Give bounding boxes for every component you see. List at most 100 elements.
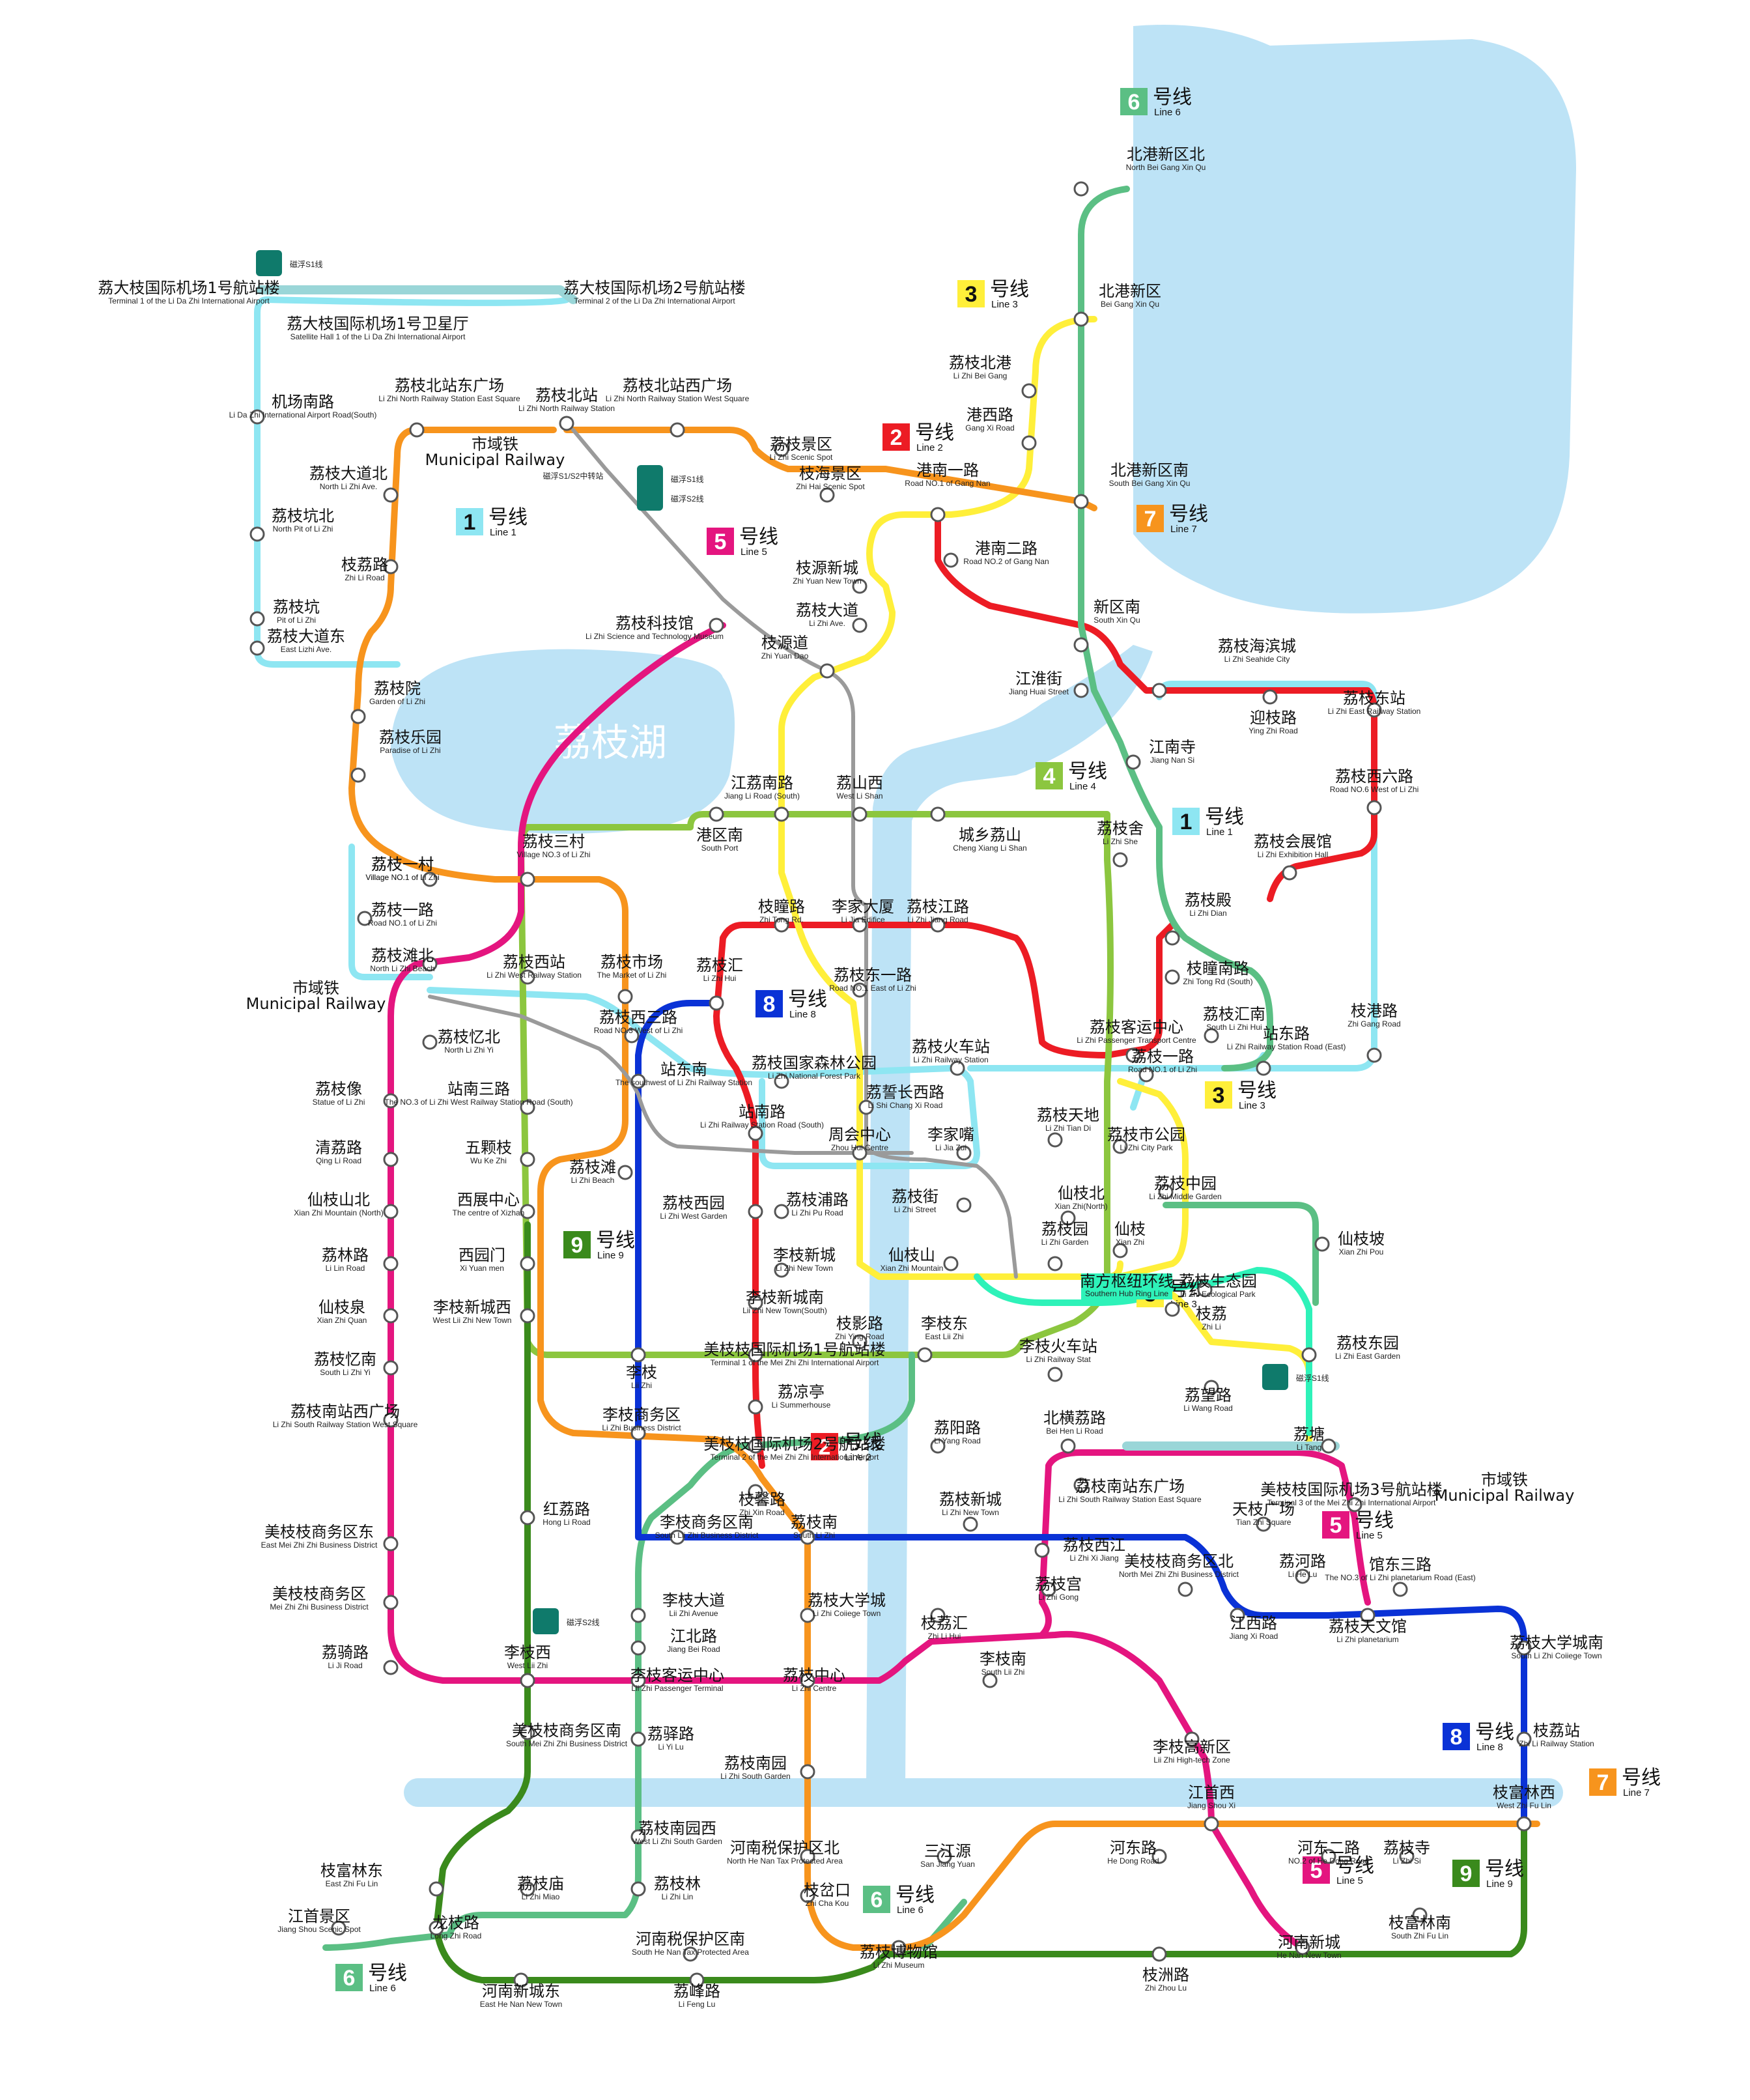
station-name-en: Zhi Gang Road	[1348, 1019, 1400, 1029]
station-marker	[891, 1940, 907, 1955]
station-name-en: Li Zhi South Garden	[720, 1772, 790, 1781]
station-name-en: Li Zhi Railway Stat	[1026, 1355, 1091, 1364]
station-name-en: Li Zhi Business District	[602, 1423, 681, 1432]
station-name-en: Li Zhi She	[1103, 837, 1138, 846]
station-name-cn: 荔林路	[322, 1246, 369, 1264]
station-marker	[1047, 1367, 1063, 1382]
station-name-en: Li Zhi South Railway Station West Square	[273, 1420, 418, 1429]
station-marker	[1321, 1438, 1336, 1454]
badge-square	[563, 1231, 591, 1258]
station-name-en: Li Shi Chang Xi Road	[868, 1101, 943, 1110]
bay-water	[1133, 25, 1576, 614]
station-name-cn: 三江源	[924, 1842, 971, 1860]
badge-number: 7	[1144, 507, 1157, 532]
station-name-cn: 荔枝科技馆	[615, 614, 694, 632]
station-name-cn: 李枝大道	[662, 1591, 725, 1610]
station-name-cn: 港区南	[696, 826, 743, 844]
station-name-en: Jiang Nan Si	[1150, 756, 1194, 765]
station-name-en: Xi Yuan men	[460, 1264, 504, 1273]
station-name-cn: 站东路	[1263, 1025, 1310, 1043]
badge-cn: 号线	[1475, 1721, 1514, 1744]
station-name-en: Li Zhi Centre	[792, 1684, 837, 1693]
station-name-cn: 荔枝西站	[503, 953, 565, 971]
station-name-cn: 江首景区	[288, 1907, 350, 1925]
station-name-cn: 枝瞳南路	[1187, 959, 1249, 978]
station-name-en: Li Da Zhi International Airport Road(Sou…	[229, 410, 377, 419]
station-name-en: Garden of Li Zhi	[369, 697, 425, 706]
line6-route	[322, 186, 1319, 1951]
station-marker	[1125, 754, 1141, 770]
badge-en: Line 6	[1154, 107, 1181, 118]
badge-square	[1589, 1768, 1616, 1796]
station-marker	[950, 1060, 965, 1076]
station-name-cn: 荔峰路	[673, 1982, 720, 2000]
station-name-en: Wu Ke Zhi	[470, 1156, 507, 1165]
station-name-en: North Pit of Li Zhi	[273, 524, 333, 533]
station-marker	[748, 1347, 763, 1363]
station-name-en: Village NO.3 of Li Zhi	[516, 850, 590, 859]
station-marker	[383, 1536, 399, 1552]
station-name-cn: 李枝新城南	[746, 1288, 824, 1307]
station-marker	[1256, 1516, 1271, 1532]
station-name-cn: 河南税保护区南	[636, 1930, 745, 1948]
station-name-en: Li Zhi Railway Station	[913, 1055, 988, 1064]
station-name-cn: 李枝商务区南	[660, 1513, 754, 1531]
station-name-en: Li Zhi Lin	[662, 1892, 694, 1901]
station-name-en: Li Zhi North Railway Station East Square	[378, 394, 520, 403]
station-name-en: South Li Zhi Yi	[320, 1368, 370, 1377]
station-name-cn: 荔枝坑北	[272, 507, 334, 525]
station-name-en: Li Zhi Railway Station Road (East)	[1227, 1042, 1346, 1051]
station-marker	[1516, 1640, 1532, 1656]
badge-square	[755, 990, 783, 1017]
station-name-en: Li Zhi Seahide City	[1224, 655, 1290, 664]
station-name-cn: 北横荔路	[1043, 1409, 1106, 1427]
station-name-en: North Bei Gang Xin Qu	[1126, 163, 1206, 172]
station-name-en: Hong Li Road	[543, 1518, 590, 1527]
station-name-en: South Li Zhi Coiiege Town	[1511, 1651, 1602, 1660]
station-marker	[1021, 383, 1037, 399]
badge-en: Line 9	[1486, 1879, 1513, 1890]
station-marker	[774, 1204, 789, 1219]
badge-en: Line 2	[916, 442, 943, 453]
station-name-en: Jiang Shou Scenic Spot	[277, 1925, 361, 1934]
station-name-cn: 荔枝庙	[517, 1875, 564, 1893]
station-marker	[1125, 1047, 1141, 1063]
station-marker	[1392, 1582, 1408, 1597]
line7-route	[348, 427, 1540, 1951]
station-name-cn: 北港新区南	[1110, 461, 1189, 479]
station-name-en: Zhi Li Railway Station	[1519, 1739, 1594, 1748]
station-name-cn: 仙枝北	[1058, 1184, 1105, 1202]
badge-square	[1036, 762, 1063, 789]
station-marker	[249, 409, 265, 425]
station-name-en: Long Zhi Road	[430, 1931, 482, 1940]
station-name-cn: 荔枝三村	[522, 832, 585, 851]
station-name-cn: 荔枝寺	[1383, 1839, 1430, 1857]
station-name-en: North Li Zhi Ave.	[320, 482, 378, 491]
station-name-en: Terminal 3 of the Mei Zhi Zhi Internatio…	[1267, 1498, 1436, 1507]
